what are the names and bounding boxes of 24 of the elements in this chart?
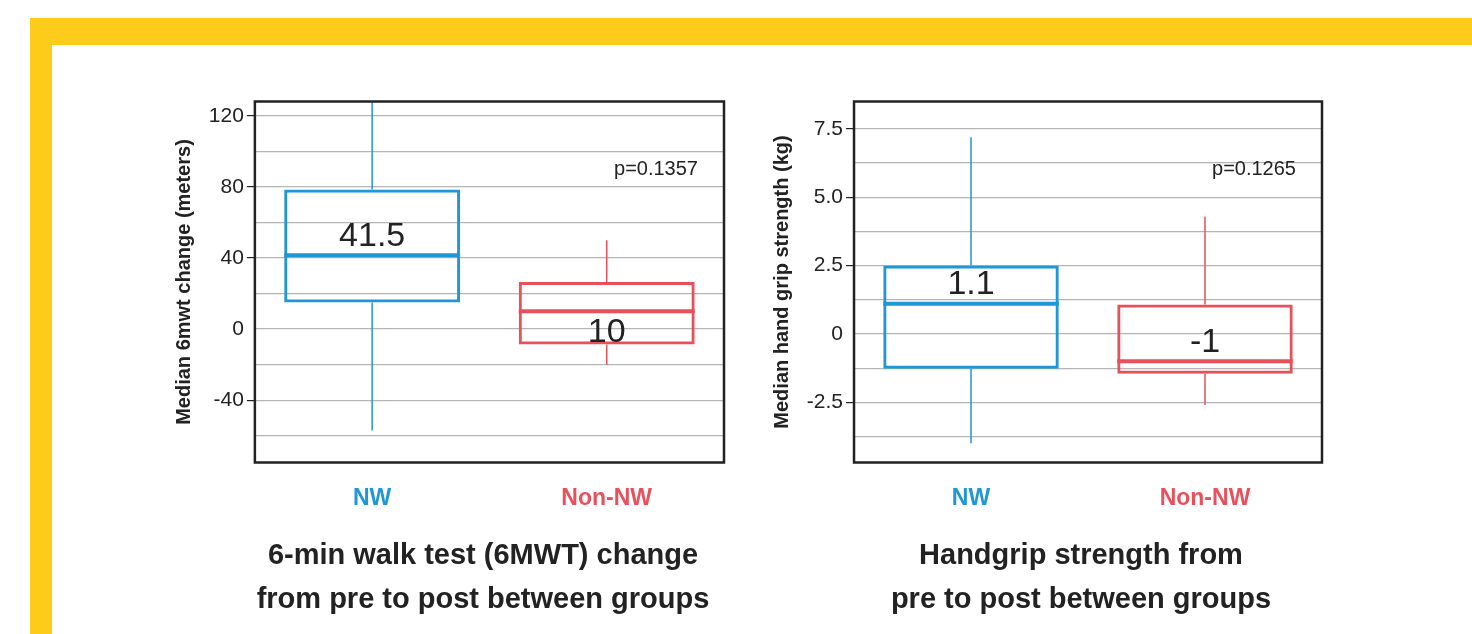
text: -1	[1189, 320, 1221, 359]
x-tick-label: NW	[352, 483, 392, 510]
y-tick-label: 0	[226, 315, 244, 339]
text: Handgrip strength from pre to post between groups	[889, 537, 1273, 616]
y-tick-label: 7.5	[807, 115, 844, 139]
annotation: p=0.1265	[1212, 157, 1296, 180]
y-tick-label: 40	[214, 244, 244, 268]
text: 1.1	[947, 263, 995, 302]
y-tick-label: 5.0	[807, 184, 844, 208]
y-tick-label: -2.5	[800, 389, 844, 413]
y-axis-title: Median 6mwt change (meters)	[171, 139, 194, 425]
text: 41.5	[339, 214, 406, 253]
y-tick-label: 120	[203, 102, 244, 126]
x-tick-label: Non-NW	[561, 483, 653, 510]
y-tick-label: 2.5	[807, 252, 844, 276]
y-tick-label: 0	[825, 320, 844, 344]
y-axis-title: Median hand grip strength (kg)	[769, 135, 792, 429]
text: 10	[587, 310, 626, 349]
x-tick-label: NW	[951, 483, 991, 510]
text: 6-min walk test (6MWT) change from pre to post between groups	[255, 537, 711, 616]
y-tick-label: 80	[214, 173, 244, 197]
y-tick-label: -40	[207, 386, 244, 410]
x-tick-label: Non-NW	[1159, 483, 1251, 510]
annotation: p=0.1357	[614, 157, 698, 180]
